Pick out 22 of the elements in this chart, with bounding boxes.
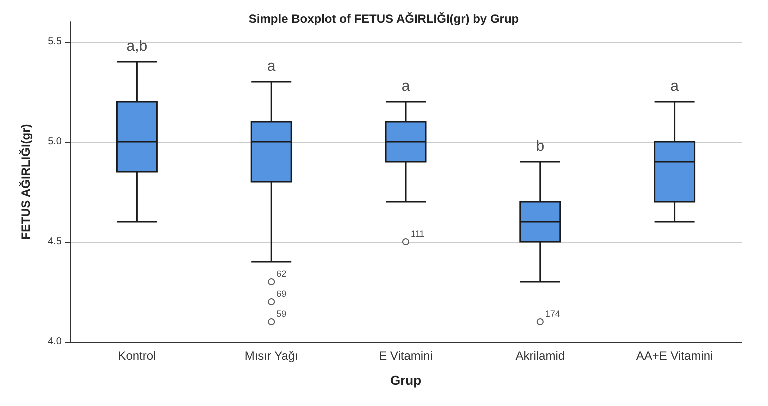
x-tick-label: AA+E Vitamini (636, 349, 714, 363)
x-tick-label: Mısır Yağı (244, 349, 298, 363)
y-axis-title: FETUS AĞIRLIĞI(gr) (19, 124, 33, 240)
annotation: 174 (545, 309, 560, 319)
annotation: a,b (126, 38, 148, 55)
y-tick-label: 4.5 (48, 236, 62, 248)
annotation: a (402, 78, 411, 95)
y-tick-label: 4.0 (48, 336, 62, 348)
annotation: 111 (411, 229, 425, 239)
chart-title: Simple Boxplot of FETUS AĞIRLIĞI(gr) by Grup (248, 12, 520, 26)
annotation: 59 (276, 309, 287, 319)
y-tick-label: 5.0 (48, 136, 62, 148)
x-tick-label: Akrilamid (516, 349, 566, 363)
annotation: 69 (276, 289, 287, 299)
x-tick-label: E Vitamini (379, 349, 433, 363)
annotation: a (267, 58, 276, 75)
annotation: a (670, 78, 680, 95)
x-tick-label: Kontrol (118, 349, 156, 363)
annotation: b (536, 138, 545, 155)
x-axis-title: Grup (390, 373, 422, 388)
y-tick-label: 5.5 (48, 36, 62, 48)
annotation: 62 (276, 269, 287, 279)
